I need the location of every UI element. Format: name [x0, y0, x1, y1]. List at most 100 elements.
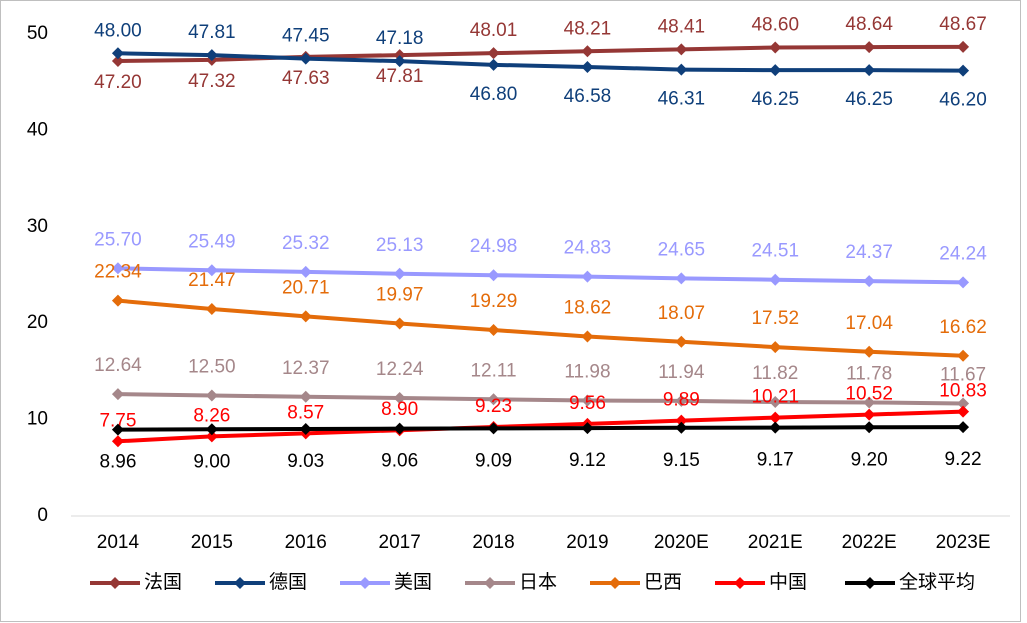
point-marker — [957, 405, 970, 418]
data-label: 24.98 — [470, 236, 518, 257]
point-marker — [675, 394, 688, 407]
legend-label: 美国 — [394, 571, 432, 593]
data-label: 48.41 — [658, 16, 706, 37]
point-marker — [957, 349, 970, 362]
data-label: 25.13 — [376, 235, 424, 256]
data-label: 9.56 — [569, 393, 606, 414]
point-marker — [111, 435, 124, 448]
point-marker — [957, 276, 970, 289]
data-label: 8.96 — [99, 452, 136, 473]
y-tick-label: 20 — [27, 312, 48, 333]
point-marker — [111, 54, 124, 67]
point-marker — [769, 411, 782, 424]
data-label: 9.23 — [475, 396, 512, 417]
x-tick-label: 2015 — [191, 532, 233, 553]
data-label: 10.52 — [845, 384, 893, 405]
data-label: 46.80 — [470, 84, 518, 105]
point-marker — [863, 421, 876, 434]
point-marker — [675, 414, 688, 427]
data-label: 47.81 — [188, 22, 236, 43]
data-label: 9.17 — [757, 450, 794, 471]
data-label: 12.24 — [376, 359, 424, 380]
data-label: 46.20 — [939, 90, 987, 111]
data-label: 22.34 — [94, 262, 142, 283]
point-marker — [675, 43, 688, 56]
point-marker — [769, 273, 782, 286]
point-marker — [863, 41, 876, 54]
point-marker — [581, 394, 594, 407]
point-marker — [111, 262, 124, 275]
point-marker — [769, 64, 782, 77]
data-label: 47.45 — [282, 26, 330, 47]
point-marker — [393, 317, 406, 330]
point-marker — [111, 423, 124, 436]
data-label: 9.03 — [287, 451, 324, 472]
data-label: 48.21 — [564, 18, 612, 39]
point-marker — [205, 49, 218, 62]
point-marker — [581, 45, 594, 58]
point-marker — [487, 393, 500, 406]
data-label: 24.83 — [564, 238, 612, 259]
point-marker — [205, 423, 218, 436]
data-label: 20.71 — [282, 277, 330, 298]
series-line — [117, 298, 964, 358]
data-label: 11.78 — [846, 363, 892, 384]
legend-marker — [734, 577, 746, 589]
point-marker — [675, 335, 688, 348]
legend-label: 中国 — [769, 571, 807, 593]
legend-label: 法国 — [144, 571, 182, 593]
legend-marker — [864, 577, 876, 589]
point-marker — [863, 64, 876, 77]
data-label: 8.90 — [381, 399, 418, 420]
point-marker — [393, 49, 406, 62]
data-label: 11.82 — [752, 363, 798, 384]
point-marker — [863, 345, 876, 358]
data-label: 46.25 — [845, 89, 893, 110]
data-label: 48.64 — [845, 14, 893, 35]
series-line — [117, 51, 964, 73]
data-label: 46.31 — [658, 89, 706, 110]
data-label: 19.97 — [376, 285, 424, 306]
data-label: 11.94 — [658, 362, 705, 383]
point-marker — [299, 52, 312, 65]
series-line — [117, 409, 964, 444]
point-marker — [957, 397, 970, 410]
data-label: 47.81 — [376, 66, 424, 87]
series-line — [117, 392, 964, 406]
point-marker — [487, 47, 500, 60]
data-label: 12.37 — [282, 358, 330, 379]
point-marker — [769, 41, 782, 54]
point-marker — [957, 40, 970, 53]
x-tick-label: 2014 — [97, 532, 140, 553]
data-label: 24.65 — [658, 239, 706, 260]
point-marker — [205, 389, 218, 402]
y-tick-label: 30 — [27, 216, 48, 237]
legend-marker — [109, 577, 121, 589]
series-line — [117, 266, 964, 285]
data-label: 46.58 — [564, 86, 612, 107]
data-label: 8.26 — [193, 405, 230, 426]
point-marker — [393, 422, 406, 435]
point-marker — [393, 267, 406, 280]
data-label: 9.00 — [193, 451, 230, 472]
data-label: 10.21 — [751, 387, 799, 408]
data-label: 9.20 — [851, 449, 888, 470]
legend-label: 全球平均 — [899, 571, 975, 593]
x-tick-label: 2016 — [285, 532, 327, 553]
data-label: 46.25 — [751, 89, 799, 110]
data-label: 11.67 — [940, 365, 986, 386]
data-label: 47.63 — [282, 68, 330, 89]
data-label: 9.89 — [663, 390, 700, 411]
data-label: 7.75 — [99, 410, 136, 431]
legend-label: 日本 — [519, 571, 557, 593]
data-label: 18.62 — [564, 298, 612, 319]
data-label: 12.50 — [188, 357, 236, 378]
data-label: 25.70 — [94, 229, 142, 250]
x-tick-label: 2017 — [379, 532, 421, 553]
legend-marker — [609, 577, 621, 589]
data-label: 9.22 — [945, 449, 982, 470]
data-label: 48.67 — [939, 14, 987, 35]
point-marker — [675, 272, 688, 285]
